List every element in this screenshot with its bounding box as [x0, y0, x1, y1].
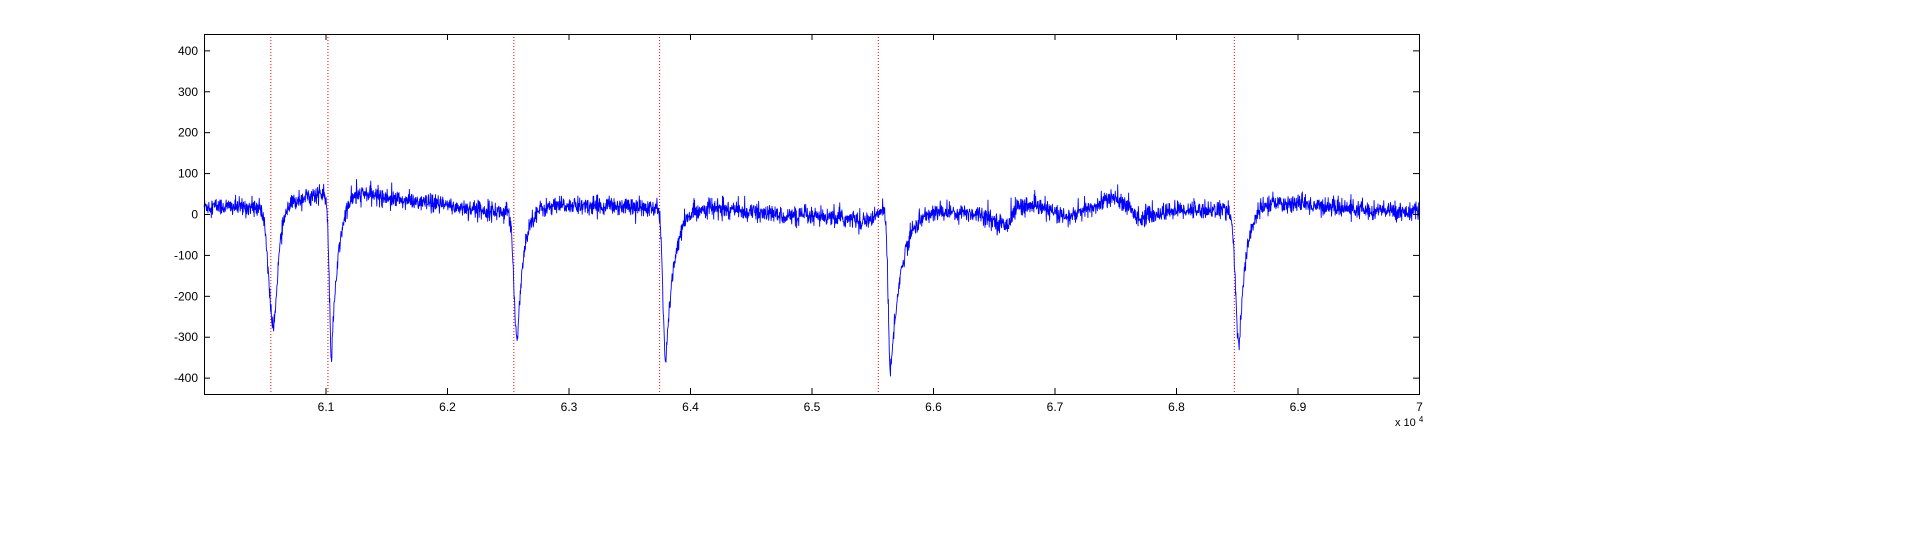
- y-axis: -400 -300 -200 -100 0 100 200 300 400: [174, 44, 1419, 385]
- x-axis: 6.1 6.2 6.3 6.4 6.5 6.6 6.7 6.8 6.9 7: [318, 34, 1423, 414]
- signal-line: [203, 179, 1420, 377]
- x-axis-multiplier: x 10 4: [1395, 415, 1424, 430]
- y-tick-label-3: -200: [174, 289, 198, 303]
- y-tick-label-9: 400: [178, 44, 198, 58]
- y-tick-label-7: 200: [178, 126, 198, 140]
- x-tick-label-1: 6.1: [318, 400, 335, 414]
- y-tick-label-1: -400: [174, 371, 198, 385]
- y-tick-label-2: -300: [174, 330, 198, 344]
- x-tick-label-4: 6.4: [682, 400, 699, 414]
- y-tick-label-8: 300: [178, 85, 198, 99]
- y-tick-label-5: 0: [191, 208, 198, 222]
- signal-series: [203, 179, 1420, 377]
- x-tick-label-5: 6.5: [804, 400, 821, 414]
- x-axis-multiplier-exponent: 4: [1419, 415, 1424, 424]
- x-tick-label-3: 6.3: [561, 400, 578, 414]
- event-markers: [270, 34, 1235, 394]
- x-tick-label-7: 6.7: [1047, 400, 1064, 414]
- x-axis-multiplier-base: x 10: [1395, 417, 1416, 429]
- x-tick-label-2: 6.2: [439, 400, 456, 414]
- y-tick-label-4: -100: [174, 248, 198, 262]
- y-tick-label-6: 100: [178, 167, 198, 181]
- x-tick-label-10: 7: [1416, 400, 1423, 414]
- x-tick-label-8: 6.8: [1168, 400, 1185, 414]
- x-tick-label-6: 6.6: [925, 400, 942, 414]
- x-tick-label-9: 6.9: [1290, 400, 1307, 414]
